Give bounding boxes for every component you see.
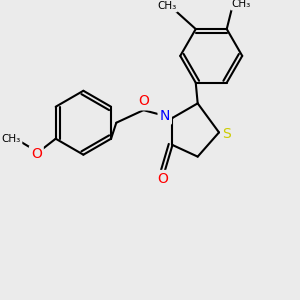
- Text: O: O: [31, 147, 42, 161]
- Text: CH₃: CH₃: [157, 1, 176, 11]
- Text: O: O: [138, 94, 149, 108]
- Text: CH₃: CH₃: [232, 0, 251, 9]
- Text: S: S: [222, 128, 231, 141]
- Text: N: N: [160, 109, 170, 123]
- Text: O: O: [158, 172, 168, 186]
- Text: CH₃: CH₃: [2, 134, 21, 144]
